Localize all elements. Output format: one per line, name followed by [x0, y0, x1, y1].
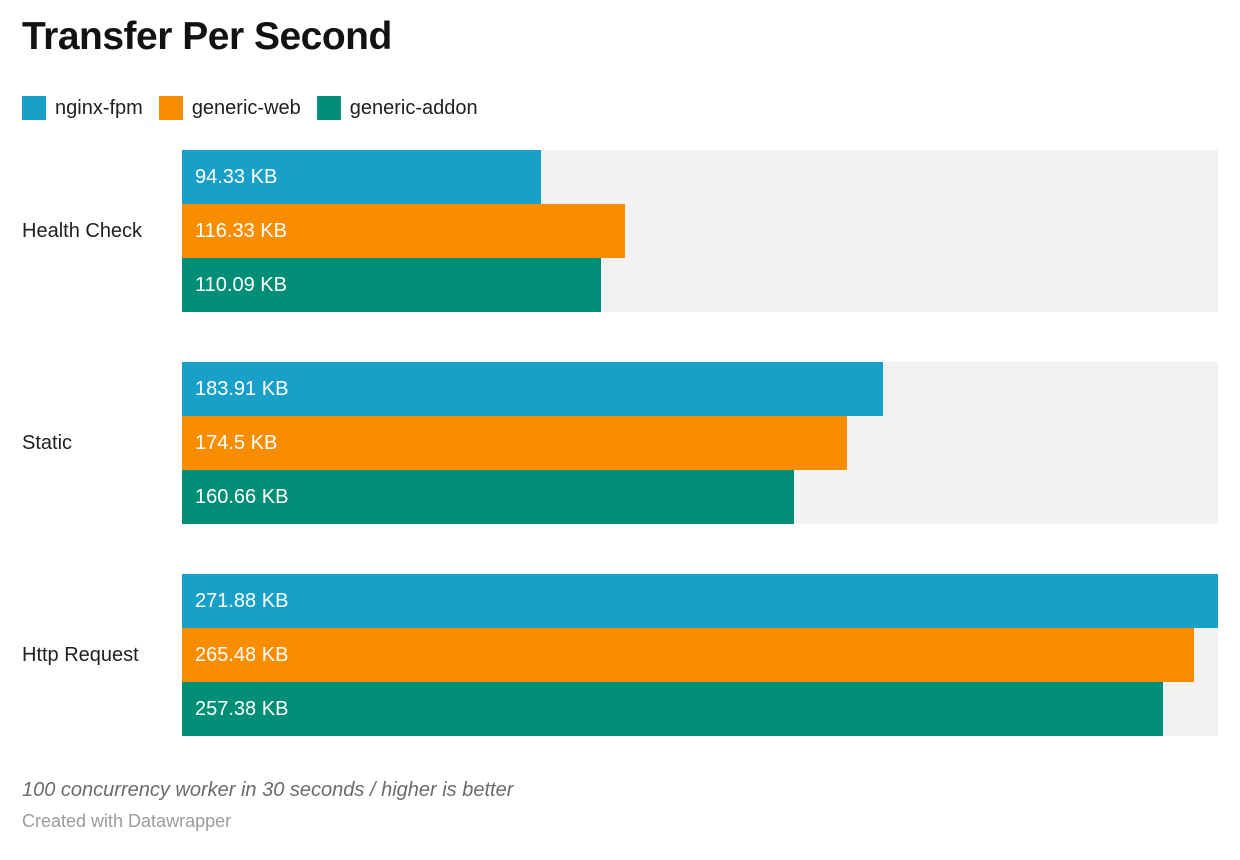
bar-nginx-fpm-http-request: 271.88 KB [182, 574, 1218, 628]
chart-group-http-request: Http Request 271.88 KB 265.48 KB 257.38 … [0, 574, 1240, 736]
bar-nginx-fpm-static: 183.91 KB [182, 362, 883, 416]
bar-track: 116.33 KB [182, 204, 1218, 258]
bar-track: 160.66 KB [182, 470, 1218, 524]
legend-swatch-nginx-fpm [22, 96, 46, 120]
bar-value-label: 183.91 KB [195, 377, 289, 400]
datawrapper-attribution: Created with Datawrapper [22, 811, 232, 831]
bar-value-label: 271.88 KB [195, 589, 289, 612]
bar-stack: 271.88 KB 265.48 KB 257.38 KB [182, 574, 1218, 736]
bar-track: 183.91 KB [182, 362, 1218, 416]
bar-track: 265.48 KB [182, 628, 1218, 682]
chart-group-health-check: Health Check 94.33 KB 116.33 KB 110.09 K… [0, 150, 1240, 312]
bar-value-label: 160.66 KB [195, 485, 289, 508]
category-label: Http Request [22, 643, 139, 666]
bar-generic-web-static: 174.5 KB [182, 416, 847, 470]
bar-track: 271.88 KB [182, 574, 1218, 628]
bar-generic-web-http-request: 265.48 KB [182, 628, 1194, 682]
bar-value-label: 174.5 KB [195, 431, 278, 454]
bar-value-label: 110.09 KB [195, 273, 287, 296]
bar-generic-addon-http-request: 257.38 KB [182, 682, 1163, 736]
category-label: Static [22, 431, 73, 454]
bar-value-label: 116.33 KB [195, 219, 287, 242]
bar-track: 257.38 KB [182, 682, 1218, 736]
bar-value-label: 257.38 KB [195, 697, 289, 720]
legend: nginx-fpm generic-web generic-addon [22, 96, 1240, 120]
legend-swatch-generic-addon [316, 96, 341, 120]
bar-value-label: 94.33 KB [195, 165, 278, 188]
bar-track: 110.09 KB [182, 258, 1218, 312]
legend-swatch-generic-web [158, 96, 183, 120]
bar-stack: 94.33 KB 116.33 KB 110.09 KB [182, 150, 1218, 312]
legend-label: generic-web [191, 97, 301, 119]
bar-generic-web-health-check: 116.33 KB [182, 204, 626, 258]
legend-item-nginx-fpm: nginx-fpm [22, 96, 143, 120]
chart-footnote: 100 concurrency worker in 30 seconds / h… [22, 779, 514, 801]
bar-generic-addon-health-check: 110.09 KB [182, 258, 602, 312]
legend-label: nginx-fpm [55, 97, 143, 119]
bar-stack: 183.91 KB 174.5 KB 160.66 KB [182, 362, 1218, 524]
legend-item-generic-addon: generic-addon [316, 96, 478, 120]
legend-label: generic-addon [349, 97, 478, 119]
category-label: Health Check [22, 219, 143, 242]
bar-nginx-fpm-health-check: 94.33 KB [182, 150, 542, 204]
bar-track: 174.5 KB [182, 416, 1218, 470]
chart-group-static: Static 183.91 KB 174.5 KB 160.66 KB [0, 362, 1240, 524]
bar-chart: Health Check 94.33 KB 116.33 KB 110.09 K… [0, 150, 1240, 736]
bar-generic-addon-static: 160.66 KB [182, 470, 795, 524]
legend-item-generic-web: generic-web [158, 96, 301, 120]
chart-title: Transfer Per Second [22, 15, 392, 58]
bar-value-label: 265.48 KB [195, 643, 289, 666]
bar-track: 94.33 KB [182, 150, 1218, 204]
